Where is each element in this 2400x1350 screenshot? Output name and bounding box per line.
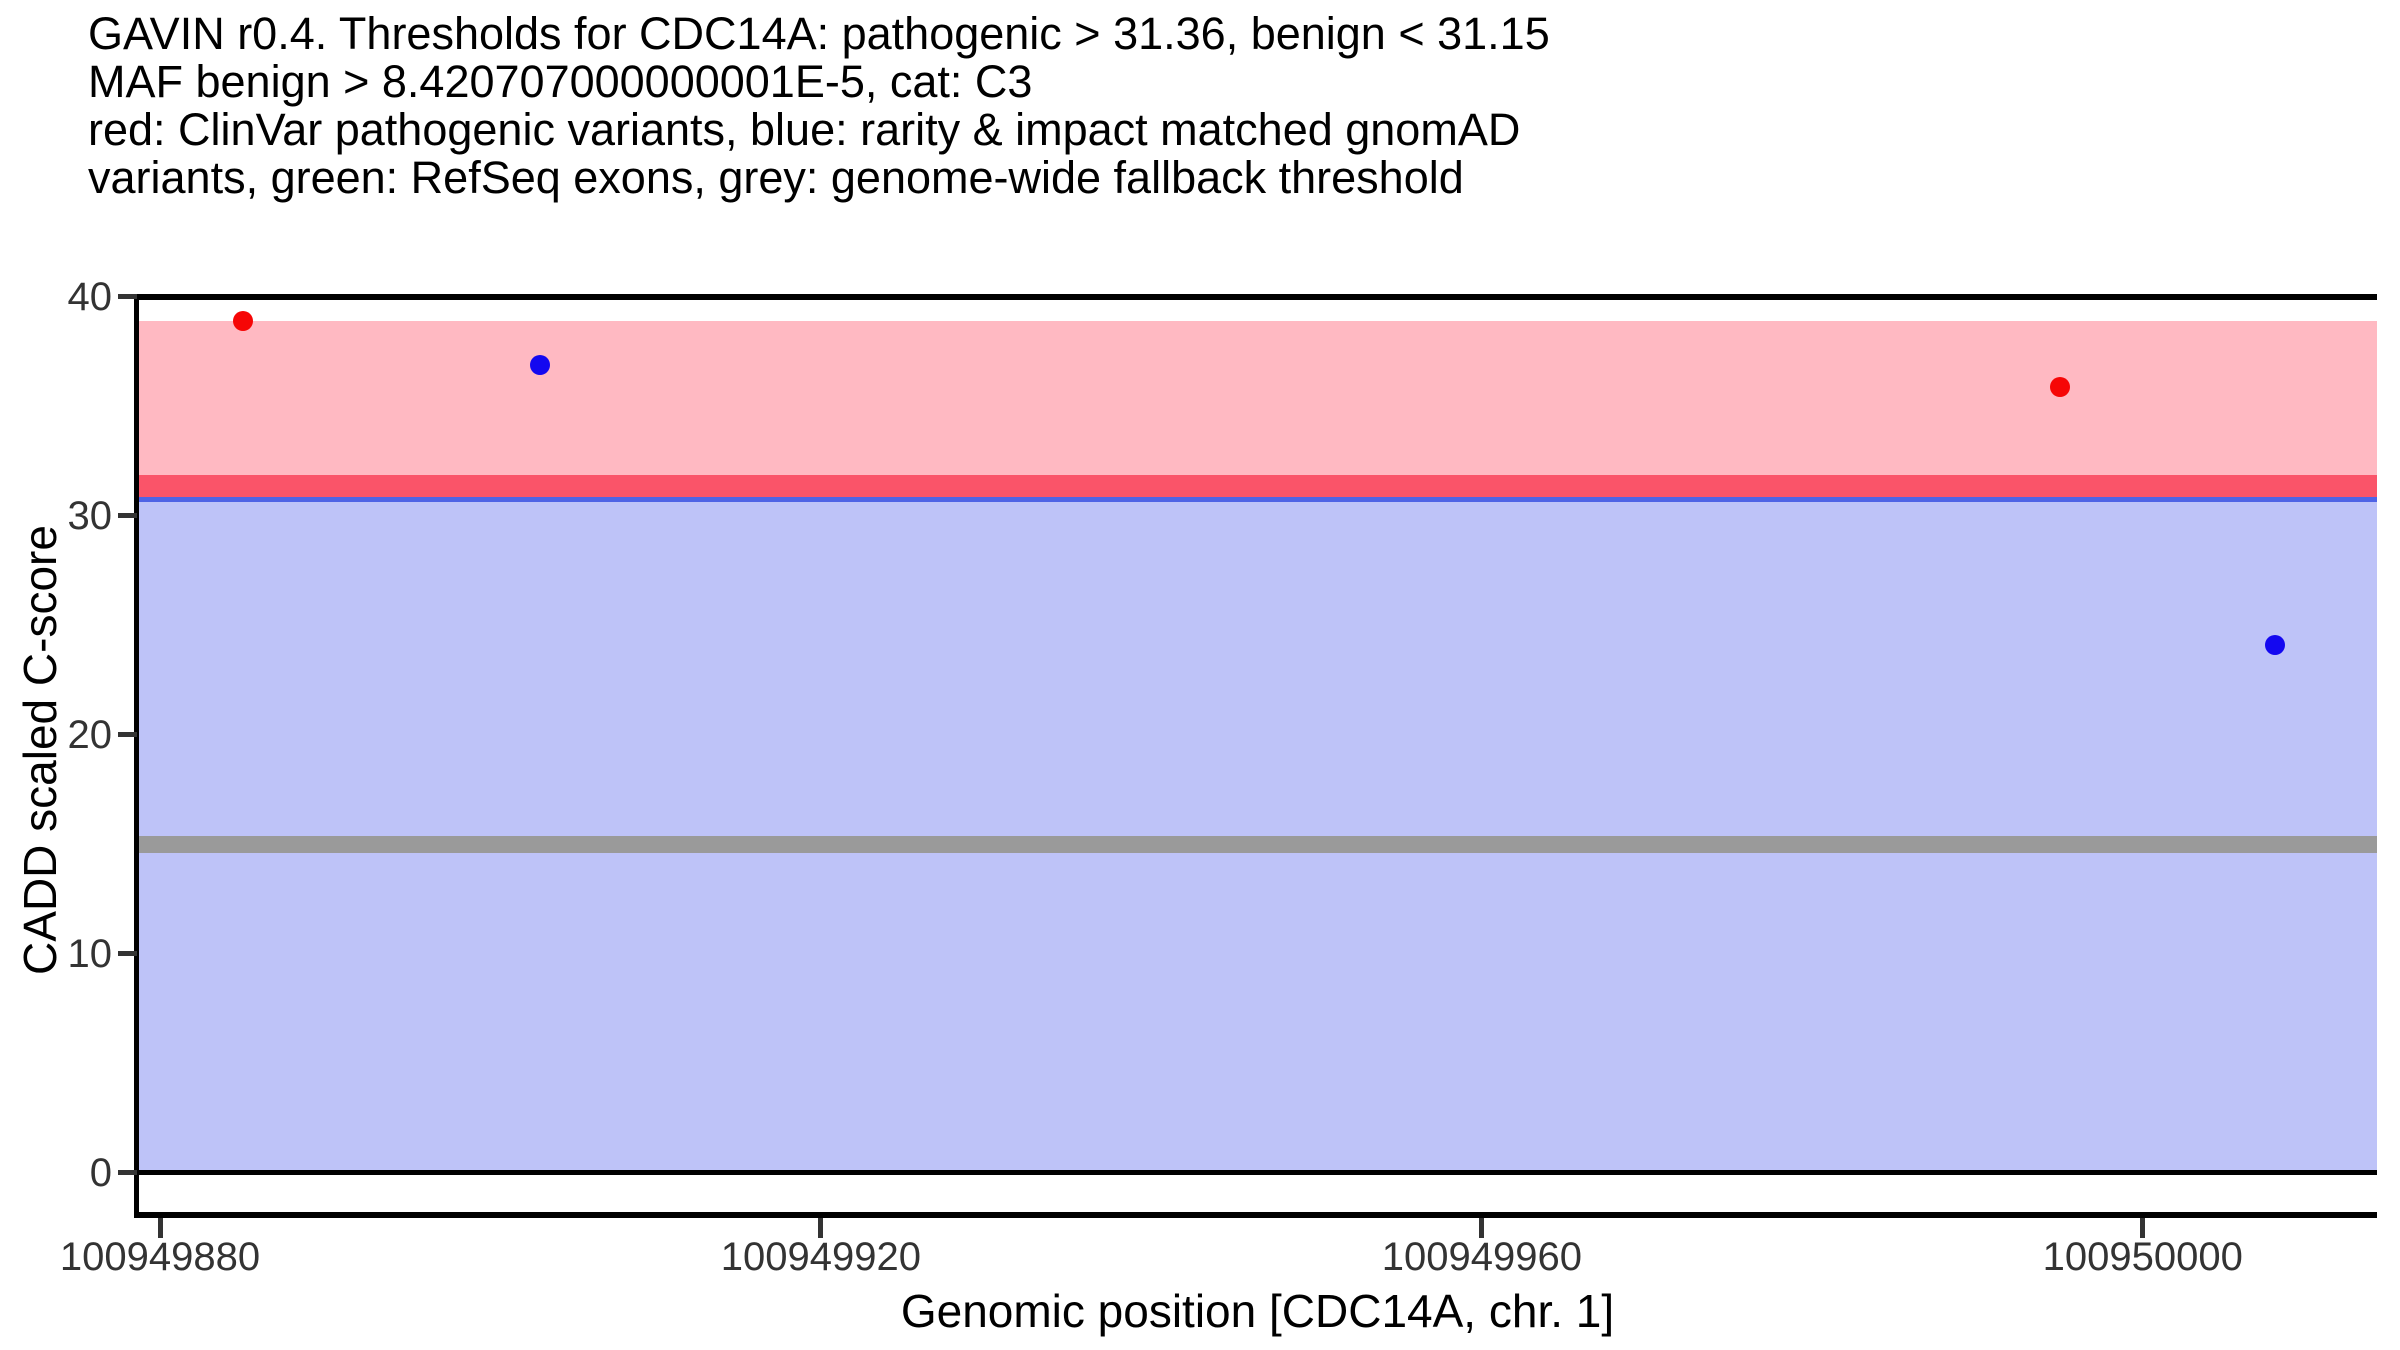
plot-title-line-3: red: ClinVar pathogenic variants, blue: … [88, 104, 1521, 155]
fallback-threshold-line [138, 835, 2377, 853]
x-tick-label: 100949960 [1381, 1235, 1582, 1279]
x-axis-title: Genomic position [CDC14A, chr. 1] [900, 1285, 1615, 1337]
plot-title-line-4: variants, green: RefSeq exons, grey: gen… [88, 152, 1464, 203]
y-axis-line [134, 294, 139, 1218]
x-tick-label: 100949920 [720, 1235, 922, 1279]
y-tick-mark [118, 732, 137, 738]
plot-title-line-1: GAVIN r0.4. Thresholds for CDC14A: patho… [88, 8, 1550, 59]
plot-title-line-2: MAF benign > 8.420707000000001E-5, cat: … [88, 56, 1033, 107]
x-tick-mark [2140, 1218, 2146, 1238]
y-tick-label: 10 [67, 931, 113, 976]
pathogenic-region-band [138, 320, 2377, 487]
y-tick-label: 30 [67, 493, 113, 538]
pathogenic-threshold-line [138, 475, 2377, 498]
y-tick-mark [118, 513, 137, 519]
x-tick-label: 100949880 [59, 1235, 261, 1279]
x-tick-label: 100950000 [2042, 1235, 2243, 1279]
plot-title: GAVIN r0.4. Thresholds for CDC14A: patho… [88, 10, 1550, 202]
y-tick-label: 40 [67, 274, 113, 319]
y-tick-label: 0 [89, 1150, 112, 1195]
y-tick-label: 20 [67, 712, 113, 757]
y-tick-mark [118, 1170, 137, 1175]
data-point-pathogenic [2050, 376, 2071, 397]
data-point-gnomad [2264, 634, 2285, 655]
data-point-gnomad [530, 354, 551, 375]
zero-baseline [138, 1170, 2377, 1175]
x-tick-mark [1479, 1218, 1485, 1238]
data-point-pathogenic [232, 310, 253, 331]
y-tick-mark [118, 951, 137, 957]
x-tick-mark [157, 1218, 163, 1238]
x-tick-mark [818, 1218, 824, 1238]
panel-top-border [134, 294, 2377, 300]
x-axis-line [134, 1212, 2377, 1218]
y-tick-mark [118, 294, 137, 300]
benign-region-band [138, 490, 2377, 1173]
